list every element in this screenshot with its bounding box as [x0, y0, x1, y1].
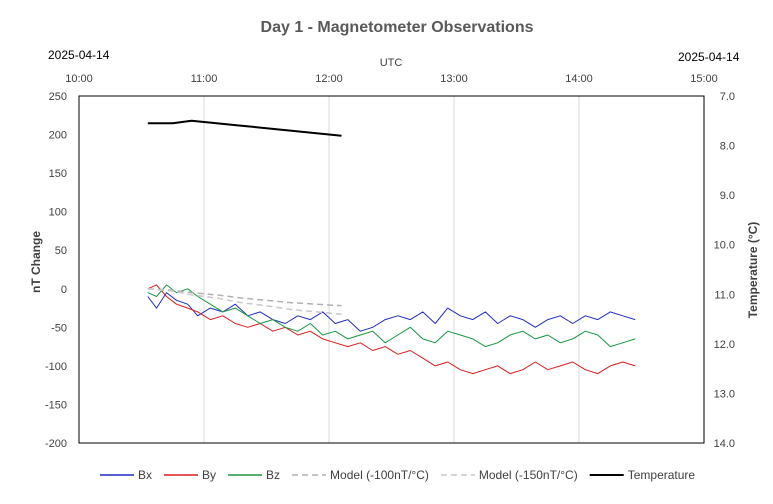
y-left-tick-label: -50: [51, 322, 67, 334]
y-left-tick-label: 100: [49, 207, 67, 219]
x-axis-label: UTC: [380, 57, 403, 69]
chart-title: Day 1 - Magnetometer Observations: [261, 19, 534, 36]
series-line-2: [147, 284, 636, 348]
y-right-tick-label: 11.0: [714, 289, 735, 301]
series-line-5: [147, 119, 342, 137]
plot-border: [78, 95, 705, 444]
y-left-tick-label: 50: [55, 245, 67, 257]
y-left-tick-label: -100: [45, 361, 67, 373]
y-right-tick-label: 12.0: [714, 339, 735, 351]
y-left-tick-label: -150: [45, 399, 67, 411]
series-line-4: [147, 288, 342, 315]
y-right-tick-label: 14.0: [714, 438, 735, 450]
x-tick-label: 12:00: [315, 73, 343, 85]
series-line-3: [147, 288, 342, 307]
y-right-tick-label: 7.0: [720, 91, 735, 103]
legend-entry-2: Bz: [266, 468, 280, 482]
legend-entry-4: Model (-150nT/°C): [479, 468, 578, 482]
x-tick-label: 14:00: [565, 73, 593, 85]
y-right-tick-label: 9.0: [720, 190, 735, 202]
y-right-tick-label: 8.0: [720, 141, 735, 153]
legend-entry-5: Temperature: [628, 468, 696, 482]
y-left-label: nT Change: [29, 231, 43, 293]
y-left-tick-label: 250: [49, 91, 67, 103]
plot-layer: 10:00 11:00 12:00 13:00 14:00 15:00 250 200 150 1…: [45, 73, 735, 450]
y-left-tick-label: -200: [45, 438, 67, 450]
date-right: 2025-04-14: [678, 50, 740, 64]
date-left: 2025-04-14: [48, 48, 110, 62]
series-line-1: [147, 284, 636, 375]
y-left-tick-label: 0: [61, 284, 67, 296]
y-right-tick-label: 10.0: [714, 240, 735, 252]
legend-entry-0: Bx: [138, 468, 152, 482]
x-tick-label: 10:00: [65, 73, 93, 85]
legend-entry-3: Model (-100nT/°C): [330, 468, 429, 482]
legend: Bx By Bz Model (-100nT/°C) Model (-150nT/°C)…: [100, 468, 695, 482]
x-tick-label: 15:00: [690, 73, 718, 85]
series-line-0: [147, 292, 636, 332]
x-tick-label: 11:00: [191, 73, 218, 85]
y-right-tick-label: 13.0: [714, 388, 735, 400]
y-left-tick-label: 200: [49, 130, 67, 142]
y-left-tick-label: 150: [49, 168, 67, 180]
x-tick-label: 13:00: [440, 73, 468, 85]
legend-entry-1: By: [202, 468, 216, 482]
y-right-label: Temperature (°C): [746, 222, 760, 319]
